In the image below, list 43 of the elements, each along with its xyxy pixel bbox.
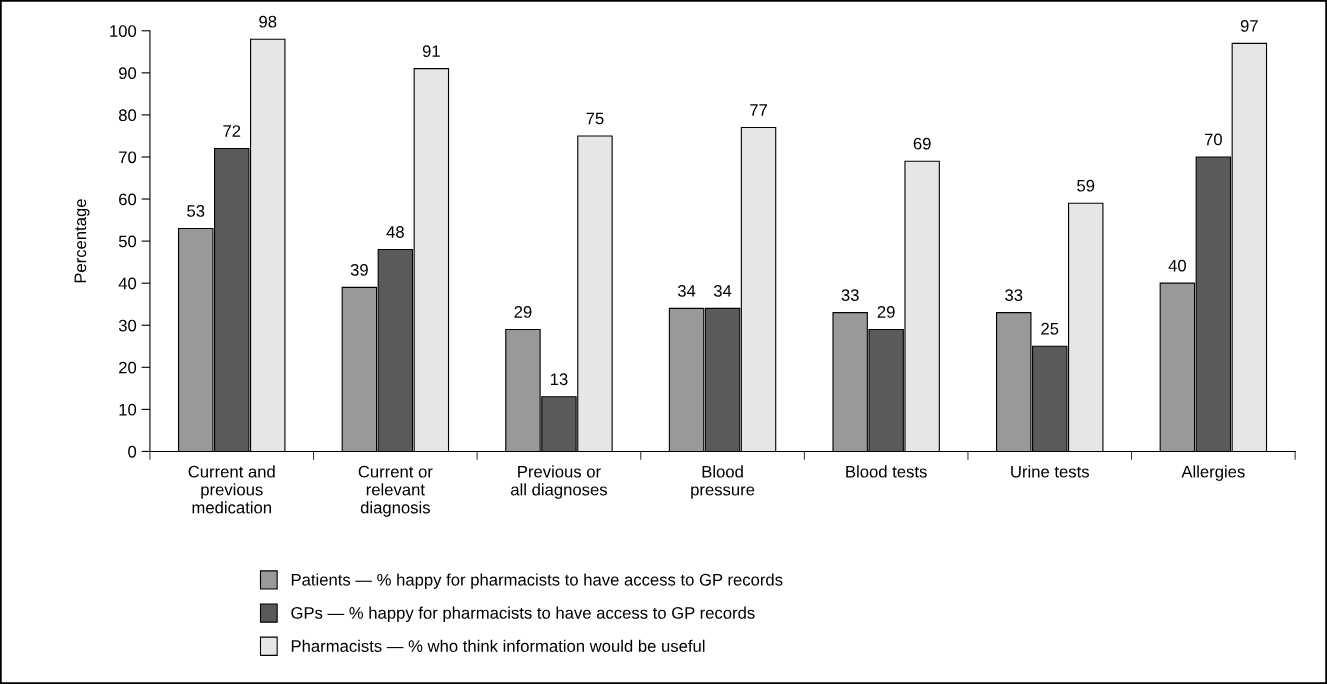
y-tick-label: 70: [119, 151, 137, 164]
data-label: 69: [913, 137, 931, 150]
y-tick-label: 0: [128, 445, 137, 458]
data-label: 72: [223, 125, 241, 137]
x-tick-label: Previous or all diagnoses: [511, 465, 607, 499]
data-label: 75: [586, 112, 604, 125]
y-tick-label: 60: [119, 193, 137, 206]
y-axis-title: Percentage: [74, 199, 90, 283]
data-label: 59: [1077, 179, 1095, 192]
data-label: 98: [259, 15, 277, 28]
data-label: 34: [677, 284, 696, 297]
data-label: 29: [877, 306, 895, 318]
y-tick-label: 40: [118, 277, 137, 290]
x-tick-label: Blood pressure: [691, 465, 755, 499]
data-label: 48: [386, 226, 404, 238]
legend-label: Patients — % happy for pharmacists to have access to GP records: [291, 573, 783, 589]
data-label: 34: [713, 284, 732, 297]
y-tick-label: 30: [118, 319, 137, 332]
data-label: 13: [550, 373, 568, 386]
data-label: 77: [750, 104, 767, 116]
y-tick-label: 50: [118, 235, 137, 248]
data-label: 29: [514, 306, 532, 318]
data-label: 53: [187, 205, 205, 217]
y-tick-label: 100: [110, 25, 137, 37]
x-tick-label: Current or relevant diagnosis: [358, 465, 433, 517]
legend-label: Pharmacists — % who think information would be useful: [291, 639, 705, 652]
x-tick-label: Allergies: [1181, 465, 1245, 481]
x-tick-label: Current and previous medication: [188, 465, 275, 514]
data-label: 40: [1168, 259, 1186, 272]
y-tick-label: 90: [119, 67, 137, 80]
x-tick-label: Urine tests: [1011, 465, 1089, 478]
y-tick-label: 10: [119, 403, 137, 416]
y-tick-label: 80: [118, 109, 137, 122]
x-tick-label: Blood tests: [846, 465, 927, 478]
data-label: 70: [1204, 133, 1222, 146]
data-label: 39: [350, 263, 368, 276]
data-label: 33: [1005, 289, 1023, 301]
data-label: 97: [1240, 19, 1258, 32]
data-label: 33: [841, 289, 859, 301]
legend-label: GPs — % happy for pharmacists to have access to GP records: [291, 606, 755, 623]
y-tick-label: 20: [119, 361, 137, 374]
data-label: 25: [1041, 322, 1059, 335]
data-label: 91: [422, 45, 440, 58]
